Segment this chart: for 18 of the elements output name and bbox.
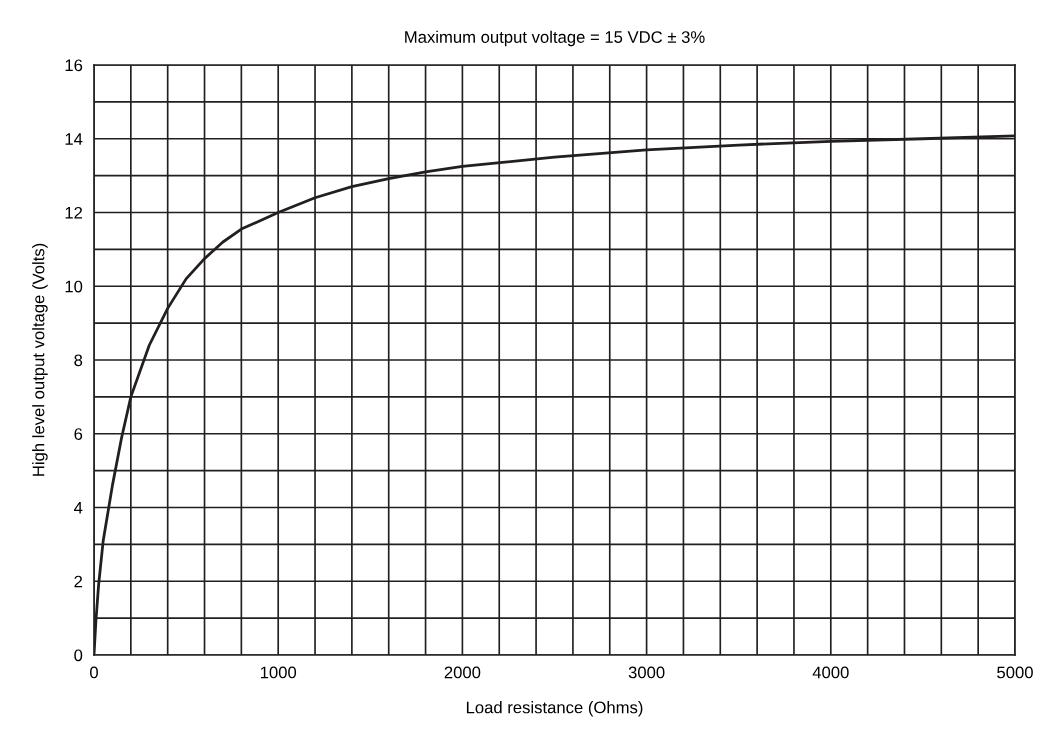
y-tick-label: 14	[65, 133, 83, 145]
x-tick-label: 0	[90, 666, 98, 679]
y-tick-label: 8	[74, 354, 83, 367]
y-tick-label: 6	[74, 428, 83, 440]
x-tick-label: 4000	[812, 666, 849, 679]
y-tick-label: 16	[65, 59, 83, 72]
x-tick-label: 2000	[444, 666, 481, 679]
x-tick-label: 1000	[260, 666, 297, 679]
x-axis-title: Load resistance (Ohms)	[466, 701, 643, 717]
y-tick-label: 12	[65, 206, 83, 219]
x-tick-label: 3000	[628, 666, 665, 679]
y-tick-label: 2	[74, 575, 83, 588]
y-tick-label: 10	[65, 280, 83, 293]
y-axis-title: High level output voltage (Volts)	[32, 243, 48, 476]
y-tick-label: 0	[74, 649, 83, 662]
y-tick-label: 4	[74, 502, 83, 514]
x-tick-label: 5000	[997, 666, 1033, 679]
chart-title: Maximum output voltage = 15 VDC ± 3%	[405, 30, 705, 47]
